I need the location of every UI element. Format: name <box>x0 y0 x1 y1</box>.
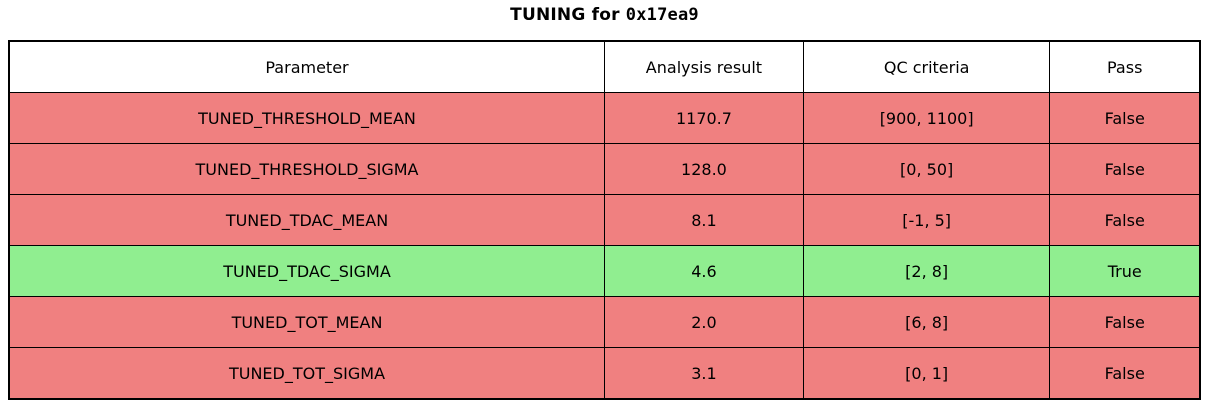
column-header-pass: Pass <box>1049 40 1201 93</box>
cell-pass: False <box>1049 347 1201 400</box>
cell-criteria: [2, 8] <box>802 245 1051 297</box>
cell-result: 2.0 <box>604 296 804 348</box>
cell-parameter: TUNED_THRESHOLD_MEAN <box>8 92 605 144</box>
table-row: TUNED_THRESHOLD_MEAN 1170.7 [900, 1100] Fal… <box>8 92 1201 144</box>
table-row: TUNED_TOT_MEAN 2.0 [6, 8] False <box>8 296 1201 348</box>
cell-criteria: [900, 1100] <box>802 92 1051 144</box>
cell-parameter: TUNED_THRESHOLD_SIGMA <box>8 143 605 195</box>
column-header-criteria: QC criteria <box>802 40 1051 93</box>
cell-criteria: [-1, 5] <box>802 194 1051 246</box>
cell-result: 3.1 <box>604 347 804 400</box>
column-header-result: Analysis result <box>604 40 804 93</box>
cell-pass: False <box>1049 296 1201 348</box>
cell-result: 1170.7 <box>604 92 804 144</box>
cell-parameter: TUNED_TOT_SIGMA <box>8 347 605 400</box>
qc-table-body: TUNED_THRESHOLD_MEAN 1170.7 [900, 1100] Fal… <box>8 92 1201 400</box>
cell-parameter: TUNED_TOT_MEAN <box>8 296 605 348</box>
cell-pass: False <box>1049 194 1201 246</box>
cell-result: 4.6 <box>604 245 804 297</box>
qc-table: Parameter Analysis result QC criteria Pass … <box>8 40 1201 400</box>
table-row: TUNED_TDAC_MEAN 8.1 [-1, 5] False <box>8 194 1201 246</box>
cell-pass: False <box>1049 92 1201 144</box>
column-header-parameter: Parameter <box>8 40 605 93</box>
cell-criteria: [0, 50] <box>802 143 1051 195</box>
cell-criteria: [0, 1] <box>802 347 1051 400</box>
header-row: Parameter Analysis result QC criteria Pass <box>8 40 1201 93</box>
page-title: TUNING for 0x17ea9 <box>8 5 1201 25</box>
cell-result: 8.1 <box>604 194 804 246</box>
title-chip-id: 0x17ea9 <box>625 5 699 25</box>
title-prefix: TUNING for <box>510 5 626 25</box>
cell-parameter: TUNED_TDAC_MEAN <box>8 194 605 246</box>
cell-result: 128.0 <box>604 143 804 195</box>
cell-parameter: TUNED_TDAC_SIGMA <box>8 245 605 297</box>
cell-criteria: [6, 8] <box>802 296 1051 348</box>
table-row: TUNED_THRESHOLD_SIGMA 128.0 [0, 50] False <box>8 143 1201 195</box>
table-row: TUNED_TDAC_SIGMA 4.6 [2, 8] True <box>8 245 1201 297</box>
cell-pass: False <box>1049 143 1201 195</box>
qc-table-header: Parameter Analysis result QC criteria Pass <box>8 40 1201 93</box>
cell-pass: True <box>1049 245 1201 297</box>
table-row: TUNED_TOT_SIGMA 3.1 [0, 1] False <box>8 347 1201 400</box>
